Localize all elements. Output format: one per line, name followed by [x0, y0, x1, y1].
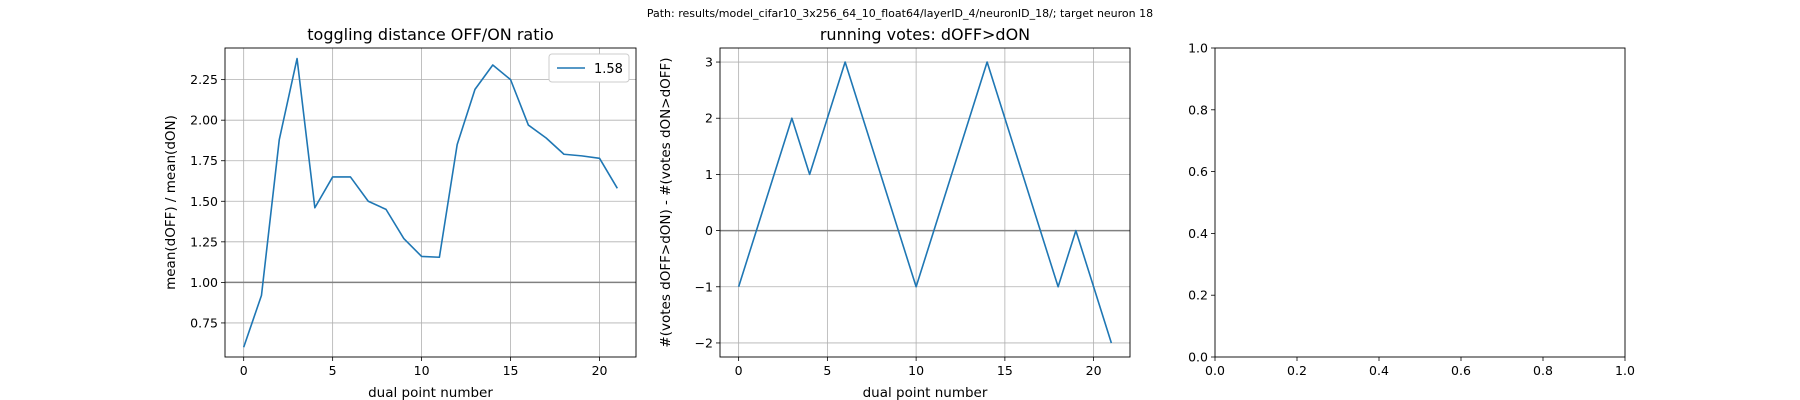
x-tick-label: 10	[414, 363, 430, 378]
chart-toggling-ratio: 0 5 10 15 20 0.75 1.00 1.25 1.50 1.75 2.00 2.25 togg…	[163, 25, 637, 400]
x-axis-label: dual point number	[368, 385, 493, 400]
x-tick-label: 20	[592, 363, 608, 378]
y-tick-label: 2.25	[190, 72, 218, 87]
y-tick-label: 2	[705, 111, 713, 126]
legend: 1.58	[548, 53, 630, 83]
axes-frame	[224, 47, 637, 358]
x-tick-label: 5	[329, 363, 337, 378]
y-tick-label: 1.50	[190, 194, 218, 209]
series-line-0	[737, 61, 1113, 344]
chart-title: toggling distance OFF/ON ratio	[307, 25, 553, 44]
legend-entry-label: 1.58	[594, 62, 623, 77]
y-tick-label: 1.25	[190, 234, 218, 249]
x-tick-label: 20	[1086, 363, 1102, 378]
x-tick-label: 0.6	[1451, 363, 1471, 378]
legend-box	[548, 53, 630, 83]
axes-frame	[719, 47, 1131, 358]
y-tick-label: 0.2	[1188, 288, 1208, 303]
plot-area	[1215, 48, 1625, 357]
y-tick-label: 0.75	[190, 315, 218, 330]
x-axis-label: dual point number	[863, 385, 988, 400]
y-tick-label: −2	[695, 335, 713, 350]
axes-frame	[1214, 47, 1626, 358]
x-tick-label: 0.2	[1287, 363, 1307, 378]
y-tick-label: 0	[705, 223, 713, 238]
chart-running-votes: 0 5 10 15 20 −2 −1 0 1 2 3 running votes: dOFF>dON d…	[658, 25, 1131, 400]
x-tick-label: 1.0	[1615, 363, 1635, 378]
y-tick-label: 0.6	[1188, 164, 1208, 179]
y-tick-label: 1.0	[1188, 41, 1208, 56]
series-line-0	[242, 57, 619, 348]
x-tick-label: 0	[240, 363, 248, 378]
y-tick-label: 1.75	[190, 153, 218, 168]
x-tick-label: 0.0	[1205, 363, 1225, 378]
x-tick-label: 5	[823, 363, 831, 378]
chart-title: running votes: dOFF>dON	[820, 25, 1030, 44]
y-tick-label: −1	[695, 279, 713, 294]
y-tick-label: 0.8	[1188, 102, 1208, 117]
y-tick-label: 0.4	[1188, 226, 1208, 241]
y-axis-label: mean(dOFF) / mean(dON)	[163, 115, 179, 290]
y-tick-label: 2.00	[190, 113, 218, 128]
y-tick-label: 3	[705, 55, 713, 70]
x-tick-label: 15	[997, 363, 1013, 378]
plot-area	[225, 48, 636, 357]
x-tick-label: 0.8	[1533, 363, 1553, 378]
y-tick-label: 1	[705, 167, 713, 182]
x-tick-label: 0.4	[1369, 363, 1389, 378]
figure-suptitle: Path: results/model_cifar10_3x256_64_10_…	[647, 7, 1153, 20]
x-tick-label: 15	[503, 363, 519, 378]
y-tick-label: 1.00	[190, 275, 218, 290]
x-tick-label: 0	[735, 363, 743, 378]
chart-empty-axes: 0.0 0.2 0.4 0.6 0.8 1.0 0.0 0.2 0.4 0.6 0.8 1.0	[1188, 41, 1635, 379]
y-axis-label: #(votes dOFF>dON) - #(votes dON>dOFF)	[658, 57, 674, 347]
y-tick-label: 0.0	[1188, 350, 1208, 365]
plot-area	[720, 48, 1130, 357]
x-tick-label: 10	[908, 363, 924, 378]
